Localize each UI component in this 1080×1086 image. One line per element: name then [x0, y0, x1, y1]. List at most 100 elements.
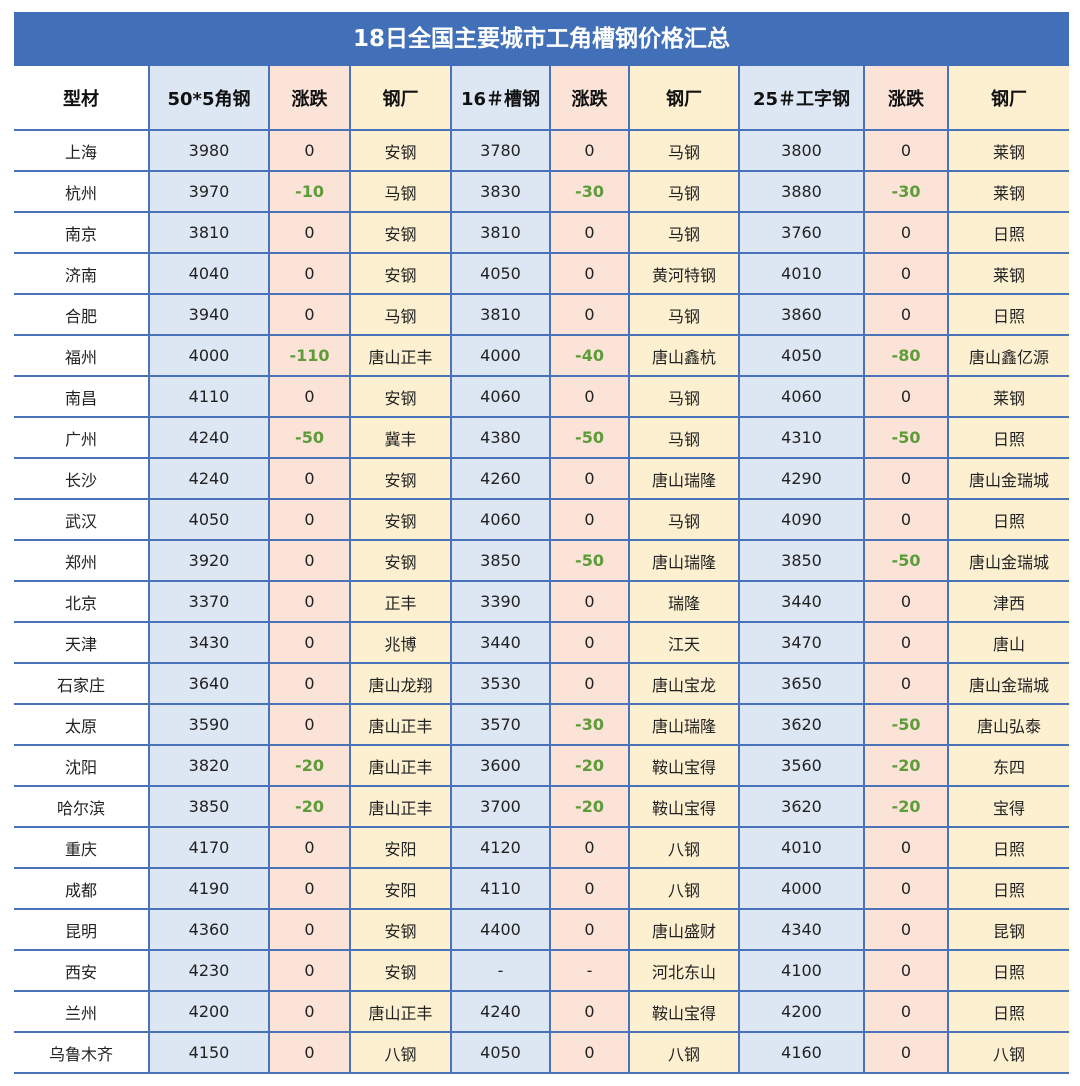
cell-city: 济南 — [14, 252, 150, 295]
cell-angle-change: 0 — [268, 908, 351, 951]
cell-city: 兰州 — [14, 990, 150, 1033]
cell-angle-change: 0 — [268, 375, 351, 418]
cell-channel-change: 0 — [549, 580, 630, 623]
cell-ibeam-price: 4010 — [738, 826, 865, 869]
header-channel-price: 16＃槽钢 — [450, 66, 551, 131]
cell-angle-price: 4360 — [148, 908, 270, 951]
cell-channel-price: 3530 — [450, 662, 551, 705]
cell-ibeam-mill: 日照 — [947, 867, 1069, 910]
cell-ibeam-change: 0 — [863, 1031, 949, 1074]
cell-angle-price: 4000 — [148, 334, 270, 377]
table-row: 重庆 4170 0 安阳 4120 0 八钢 4010 0 日照 — [14, 826, 1069, 869]
cell-angle-mill: 唐山龙翔 — [349, 662, 452, 705]
cell-city: 北京 — [14, 580, 150, 623]
cell-ibeam-change: -80 — [863, 334, 949, 377]
cell-channel-mill: 瑞隆 — [628, 580, 740, 623]
cell-ibeam-change: 0 — [863, 621, 949, 664]
cell-city: 石家庄 — [14, 662, 150, 705]
cell-angle-mill: 安阳 — [349, 826, 452, 869]
header-ibeam-mill: 钢厂 — [947, 66, 1069, 131]
table-row: 长沙 4240 0 安钢 4260 0 唐山瑞隆 4290 0 唐山金瑞城 — [14, 457, 1069, 500]
table-row: 济南 4040 0 安钢 4050 0 黄河特钢 4010 0 莱钢 — [14, 252, 1069, 295]
cell-ibeam-mill: 唐山金瑞城 — [947, 457, 1069, 500]
cell-channel-mill: 唐山瑞隆 — [628, 457, 740, 500]
cell-ibeam-mill: 昆钢 — [947, 908, 1069, 951]
table-row: 杭州 3970 -10 马钢 3830 -30 马钢 3880 -30 莱钢 — [14, 170, 1069, 213]
table-row: 沈阳 3820 -20 唐山正丰 3600 -20 鞍山宝得 3560 -20 东四 — [14, 744, 1069, 787]
cell-city: 乌鲁木齐 — [14, 1031, 150, 1074]
cell-angle-change: -20 — [268, 744, 351, 787]
cell-city: 太原 — [14, 703, 150, 746]
cell-channel-change: -20 — [549, 785, 630, 828]
cell-channel-price: 4260 — [450, 457, 551, 500]
cell-angle-change: 0 — [268, 703, 351, 746]
cell-channel-price: 4000 — [450, 334, 551, 377]
cell-channel-mill: 鞍山宝得 — [628, 744, 740, 787]
cell-channel-change: 0 — [549, 908, 630, 951]
cell-channel-mill: 黄河特钢 — [628, 252, 740, 295]
cell-ibeam-change: -20 — [863, 744, 949, 787]
cell-channel-change: 0 — [549, 293, 630, 336]
table-row: 合肥 3940 0 马钢 3810 0 马钢 3860 0 日照 — [14, 293, 1069, 336]
table-row: 太原 3590 0 唐山正丰 3570 -30 唐山瑞隆 3620 -50 唐山弘泰 — [14, 703, 1069, 746]
cell-angle-price: 4150 — [148, 1031, 270, 1074]
cell-angle-change: 0 — [268, 539, 351, 582]
cell-ibeam-price: 4160 — [738, 1031, 865, 1074]
cell-angle-mill: 唐山正丰 — [349, 785, 452, 828]
cell-ibeam-price: 3650 — [738, 662, 865, 705]
cell-channel-price: 4400 — [450, 908, 551, 951]
cell-angle-price: 3810 — [148, 211, 270, 254]
table-row: 兰州 4200 0 唐山正丰 4240 0 鞍山宝得 4200 0 日照 — [14, 990, 1069, 1033]
cell-channel-change: - — [549, 949, 630, 992]
cell-channel-change: 0 — [549, 130, 630, 172]
cell-channel-mill: 唐山瑞隆 — [628, 703, 740, 746]
table-row: 郑州 3920 0 安钢 3850 -50 唐山瑞隆 3850 -50 唐山金瑞城 — [14, 539, 1069, 582]
cell-ibeam-change: 0 — [863, 867, 949, 910]
cell-channel-change: 0 — [549, 1031, 630, 1074]
cell-angle-price: 3430 — [148, 621, 270, 664]
cell-angle-price: 4240 — [148, 416, 270, 459]
cell-ibeam-change: 0 — [863, 908, 949, 951]
cell-channel-price: - — [450, 949, 551, 992]
cell-angle-price: 4240 — [148, 457, 270, 500]
price-table: 型材 50*5角钢 涨跌 钢厂 16＃槽钢 涨跌 钢厂 25＃工字钢 涨跌 钢厂 上海 3980 0 安… — [14, 66, 1069, 1074]
cell-angle-change: 0 — [268, 211, 351, 254]
cell-ibeam-change: 0 — [863, 457, 949, 500]
cell-ibeam-mill: 莱钢 — [947, 170, 1069, 213]
cell-angle-mill: 安钢 — [349, 908, 452, 951]
cell-ibeam-mill: 日照 — [947, 211, 1069, 254]
cell-angle-mill: 冀丰 — [349, 416, 452, 459]
cell-ibeam-change: -50 — [863, 703, 949, 746]
cell-ibeam-mill: 莱钢 — [947, 252, 1069, 295]
cell-angle-change: -10 — [268, 170, 351, 213]
cell-city: 西安 — [14, 949, 150, 992]
cell-angle-mill: 安钢 — [349, 375, 452, 418]
cell-channel-mill: 唐山瑞隆 — [628, 539, 740, 582]
cell-ibeam-mill: 唐山金瑞城 — [947, 539, 1069, 582]
cell-ibeam-price: 3560 — [738, 744, 865, 787]
cell-angle-price: 4190 — [148, 867, 270, 910]
cell-channel-mill: 唐山盛财 — [628, 908, 740, 951]
cell-angle-change: 0 — [268, 252, 351, 295]
table-title: 18日全国主要城市工角槽钢价格汇总 — [14, 12, 1069, 66]
table-row: 广州 4240 -50 冀丰 4380 -50 马钢 4310 -50 日照 — [14, 416, 1069, 459]
table-row: 昆明 4360 0 安钢 4400 0 唐山盛财 4340 0 昆钢 — [14, 908, 1069, 951]
cell-ibeam-mill: 日照 — [947, 498, 1069, 541]
cell-ibeam-price: 4100 — [738, 949, 865, 992]
cell-channel-change: 0 — [549, 375, 630, 418]
cell-channel-price: 4120 — [450, 826, 551, 869]
cell-angle-price: 4040 — [148, 252, 270, 295]
cell-ibeam-change: 0 — [863, 211, 949, 254]
cell-angle-mill: 安钢 — [349, 498, 452, 541]
cell-channel-mill: 八钢 — [628, 826, 740, 869]
cell-city: 天津 — [14, 621, 150, 664]
cell-channel-price: 3830 — [450, 170, 551, 213]
header-row: 型材 50*5角钢 涨跌 钢厂 16＃槽钢 涨跌 钢厂 25＃工字钢 涨跌 钢厂 — [14, 66, 1069, 131]
cell-ibeam-price: 4200 — [738, 990, 865, 1033]
cell-channel-price: 4240 — [450, 990, 551, 1033]
cell-ibeam-mill: 东四 — [947, 744, 1069, 787]
cell-channel-mill: 马钢 — [628, 130, 740, 172]
cell-channel-mill: 鞍山宝得 — [628, 785, 740, 828]
cell-angle-mill: 安钢 — [349, 252, 452, 295]
cell-city: 上海 — [14, 130, 150, 172]
